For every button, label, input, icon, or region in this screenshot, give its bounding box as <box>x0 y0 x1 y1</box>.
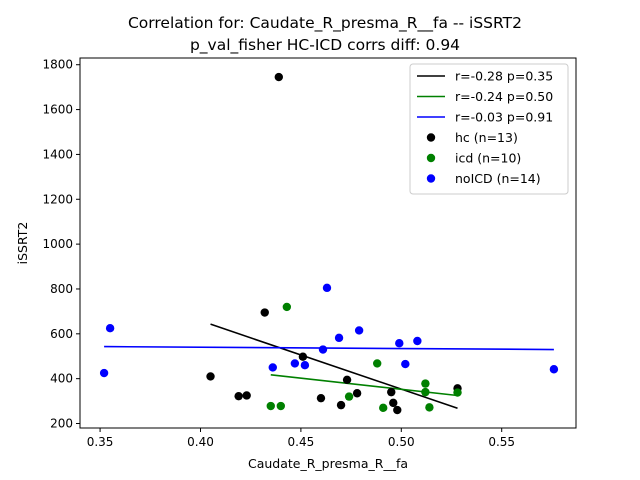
data-point-hc <box>274 72 284 82</box>
y-tick-label: 1600 <box>42 103 73 117</box>
data-point-noicd <box>334 333 344 343</box>
data-point-icd <box>421 379 430 388</box>
legend-series-label: noICD (n=14) <box>455 171 541 186</box>
y-axis-label: iSSRT2 <box>15 222 30 265</box>
y-tick-label: 1800 <box>42 58 73 72</box>
data-point-noicd <box>549 365 559 374</box>
x-tick-label: 0.45 <box>288 435 315 449</box>
data-point-noicd <box>290 359 300 368</box>
data-point-icd <box>276 401 286 411</box>
data-points <box>99 72 559 415</box>
legend-series-label: icd (n=10) <box>455 151 521 166</box>
legend-marker-icd <box>426 153 436 163</box>
y-tick-label: 1400 <box>42 147 73 161</box>
data-point-noicd <box>300 361 310 370</box>
data-point-noicd <box>395 339 404 348</box>
data-point-hc <box>260 308 269 317</box>
fit-lines <box>104 323 554 410</box>
legend: r=-0.28 p=0.35 r=-0.24 p=0.50 r=-0.03 p=0.… <box>409 63 569 195</box>
y-tick-label: 1000 <box>42 237 73 251</box>
data-point-icd <box>344 392 354 401</box>
data-point-hc <box>206 372 215 381</box>
data-point-hc <box>234 391 243 401</box>
data-point-hc <box>352 389 362 398</box>
legend-box <box>409 63 569 195</box>
chart-subtitle: p_val_fisher HC-ICD corrs diff: 0.94 <box>190 36 460 55</box>
data-point-noicd <box>105 324 115 333</box>
data-point-noicd <box>99 368 109 378</box>
data-point-icd <box>282 302 292 312</box>
x-tick-label: 0.50 <box>388 435 415 449</box>
legend-series-label: hc (n=13) <box>455 130 518 145</box>
data-point-noicd <box>354 326 364 335</box>
data-point-hc <box>316 393 326 403</box>
data-point-icd <box>379 403 388 413</box>
data-point-hc <box>389 398 398 408</box>
data-point-hc <box>393 405 402 415</box>
data-point-noicd <box>413 336 422 346</box>
data-point-hc <box>336 400 346 410</box>
legend-marker-noicd <box>426 174 436 183</box>
y-axis-ticks: 200 400 600 800 1000 1200 1400 1600 1800 <box>42 58 80 431</box>
fit-line-hc <box>210 323 458 410</box>
plot-area-frame <box>79 57 577 429</box>
legend-fit-label: r=-0.03 p=0.91 <box>455 110 553 125</box>
x-axis-ticks: 0.35 0.40 0.45 0.50 0.55 <box>87 428 515 449</box>
data-point-hc <box>387 387 396 397</box>
fit-line-noicd <box>104 345 554 351</box>
data-point-hc <box>342 375 352 384</box>
y-tick-label: 800 <box>50 282 73 296</box>
x-axis-label: Caudate_R_presma_R__fa <box>248 456 408 471</box>
data-point-icd <box>372 359 382 368</box>
x-tick-label: 0.35 <box>87 435 114 449</box>
y-tick-label: 600 <box>50 327 73 341</box>
data-point-icd <box>453 388 462 397</box>
data-point-icd <box>266 401 275 411</box>
y-tick-label: 200 <box>50 417 73 431</box>
y-tick-label: 1200 <box>42 192 73 206</box>
x-tick-label: 0.40 <box>187 435 214 449</box>
legend-fit-label: r=-0.24 p=0.50 <box>455 89 553 104</box>
y-tick-label: 400 <box>50 372 73 386</box>
data-point-noicd <box>322 283 332 293</box>
data-point-hc <box>298 352 308 361</box>
data-point-noicd <box>268 363 277 372</box>
x-tick-label: 0.55 <box>488 435 515 449</box>
data-point-hc <box>242 391 251 400</box>
legend-marker-hc <box>426 133 436 142</box>
data-point-icd <box>425 403 434 412</box>
legend-fit-label: r=-0.28 p=0.35 <box>455 69 553 84</box>
data-point-noicd <box>318 345 328 354</box>
chart-title: Correlation for: Caudate_R_presma_R__fa … <box>128 14 522 33</box>
data-point-icd <box>421 387 430 397</box>
data-point-noicd <box>401 359 410 369</box>
